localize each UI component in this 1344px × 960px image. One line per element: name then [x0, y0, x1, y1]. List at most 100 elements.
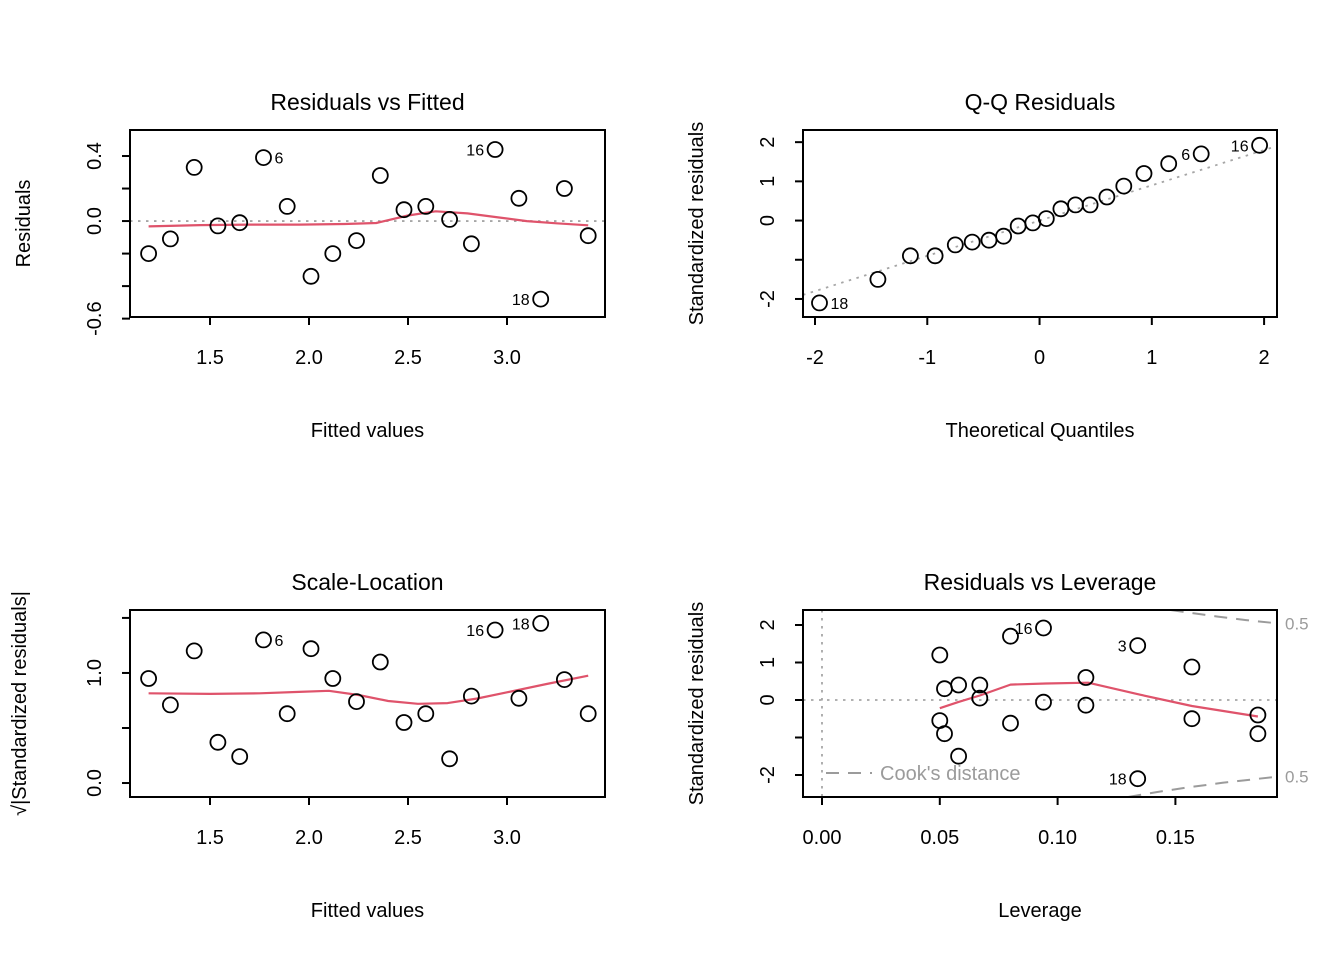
panel-residuals-vs-leverage: Residuals vs Leverage Leverage Standardi…	[686, 569, 1309, 922]
y-tick-label: 0.4	[84, 142, 106, 170]
point-label: 6	[1181, 147, 1190, 164]
data-point	[532, 290, 550, 308]
point-label: 18	[512, 292, 530, 309]
point-label: 18	[512, 616, 530, 633]
data-point	[579, 705, 597, 723]
x-tick-label: 2.5	[394, 347, 422, 369]
data-point	[417, 705, 435, 723]
y-tick-label: 0	[757, 215, 779, 226]
data-point	[324, 670, 342, 687]
x-tick-label: 3.0	[493, 827, 521, 849]
data-point	[510, 189, 528, 207]
data-point	[811, 294, 828, 312]
data-point	[395, 201, 413, 219]
data-point	[1251, 136, 1268, 154]
plot-area: 1.5 2.0 2.5 3.0 0.4 0.0 -0.6 6 16 18	[84, 141, 605, 369]
data-point	[371, 167, 389, 184]
data-point	[1115, 177, 1133, 195]
panel-title: Q-Q Residuals	[965, 89, 1116, 115]
data-point	[486, 621, 504, 639]
data-point	[1183, 658, 1201, 676]
data-point	[278, 197, 296, 215]
data-point	[255, 631, 272, 649]
data-point	[395, 714, 413, 731]
y-axis-label: Standardized residuals	[686, 122, 708, 325]
data-point	[556, 671, 573, 688]
data-point	[1249, 725, 1267, 743]
x-tick-label: 2.5	[394, 827, 422, 849]
x-tick-label: 1.5	[196, 827, 224, 849]
data-point	[1249, 706, 1267, 724]
x-tick-label: 2.0	[295, 347, 323, 369]
data-point	[926, 247, 944, 265]
x-tick-label: 1	[1146, 347, 1157, 369]
data-point	[486, 141, 504, 158]
x-tick-label: 3.0	[493, 347, 521, 369]
data-point	[1098, 188, 1116, 206]
data-point	[950, 676, 967, 694]
data-point	[510, 689, 528, 707]
data-point	[231, 214, 249, 232]
cooks-level-label: 0.5	[1285, 768, 1309, 787]
x-tick-label: 0.10	[1038, 827, 1077, 849]
data-point	[1037, 210, 1055, 228]
data-point	[971, 689, 989, 707]
data-point	[995, 227, 1012, 245]
data-point	[441, 210, 459, 228]
data-point	[902, 247, 919, 265]
data-point	[417, 197, 435, 215]
y-axis-label: Residuals	[13, 180, 35, 268]
point-label: 6	[275, 633, 284, 650]
data-point	[1002, 627, 1019, 645]
plot-area: -2 -1 0 1 2 2 1 0 -2 18 6 16	[757, 136, 1278, 369]
x-tick-label: 2	[1259, 347, 1270, 369]
data-point	[1183, 710, 1201, 728]
data-point	[302, 640, 320, 658]
plot-area: 0.00 0.05 0.10 0.15 2 1 0 -2 16 3 18 0.5 0.5 Cook's d…	[757, 609, 1309, 849]
plot-box	[802, 129, 1278, 318]
x-tick-label: 1.5	[196, 347, 224, 369]
x-axis-label: Fitted values	[311, 900, 424, 922]
data-point	[209, 733, 227, 751]
data-point	[1035, 693, 1052, 711]
data-point	[931, 646, 949, 664]
y-tick-label: 0	[757, 694, 779, 705]
plot-box	[129, 609, 606, 798]
point-label: 16	[1015, 621, 1033, 638]
data-point	[324, 245, 342, 263]
data-point	[980, 231, 998, 249]
point-label: 3	[1118, 639, 1127, 656]
x-tick-label: 0	[1034, 347, 1045, 369]
x-tick-label: 0.00	[803, 827, 842, 849]
point-label: 16	[1231, 138, 1249, 155]
data-point	[209, 217, 227, 235]
y-tick-label: 2	[757, 137, 779, 148]
data-point	[950, 747, 967, 765]
point-label: 6	[275, 151, 284, 168]
panel-scale-location: Scale-Location Fitted values √|Standardi…	[9, 569, 606, 922]
data-point	[1009, 217, 1027, 235]
data-point	[532, 615, 550, 632]
x-tick-label: -2	[806, 347, 824, 369]
data-point	[963, 233, 981, 251]
data-point	[185, 642, 203, 660]
y-tick-label: 1	[757, 657, 779, 668]
panel-title: Residuals vs Leverage	[924, 569, 1157, 595]
y-tick-label: -2	[757, 766, 779, 784]
panel-qq-residuals: Q-Q Residuals Theoretical Quantiles Stan…	[686, 89, 1278, 442]
data-point	[1052, 200, 1070, 218]
data-point	[348, 693, 365, 710]
plot-area: 1.5 2.0 2.5 3.0 1.0 0.0 6 16 18	[84, 615, 597, 849]
x-axis-label: Leverage	[998, 900, 1081, 922]
data-point	[1077, 696, 1095, 714]
x-tick-label: 2.0	[295, 827, 323, 849]
data-point	[1035, 619, 1052, 637]
data-point	[140, 245, 158, 263]
data-point	[556, 180, 573, 197]
panel-title: Scale-Location	[291, 569, 443, 595]
legend-label: Cook's distance	[880, 763, 1021, 785]
x-tick-label: 0.15	[1156, 827, 1195, 849]
y-tick-label: -2	[757, 290, 779, 308]
x-axis-label: Theoretical Quantiles	[946, 420, 1135, 442]
